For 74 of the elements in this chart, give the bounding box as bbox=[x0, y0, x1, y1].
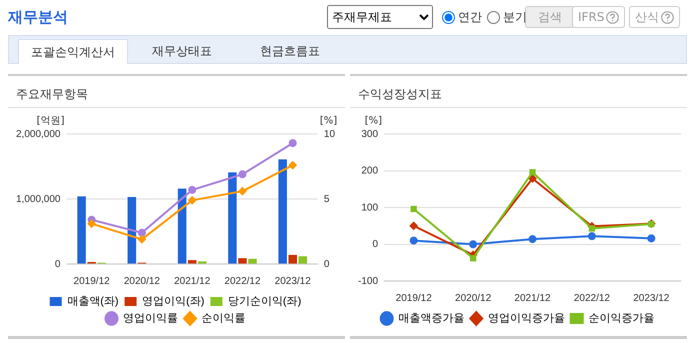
point bbox=[188, 196, 196, 204]
point bbox=[288, 161, 297, 170]
text: 현금흐름표 bbox=[259, 42, 321, 60]
x-tick-label: 2023/12 bbox=[274, 276, 312, 287]
y-tick-label: 0 bbox=[54, 258, 61, 270]
y-tick-label: 2,000,000 bbox=[16, 128, 61, 140]
x-tick-label: 2020/12 bbox=[124, 276, 160, 287]
text: 재무분석 bbox=[8, 8, 68, 27]
bar bbox=[248, 258, 257, 264]
point bbox=[469, 240, 478, 248]
chart-title: 주요재무항목 bbox=[16, 86, 88, 103]
point bbox=[588, 225, 596, 232]
y-tick-label: 0 bbox=[372, 239, 378, 250]
point bbox=[238, 170, 246, 178]
point bbox=[528, 235, 537, 244]
x-tick-label: 2021/12 bbox=[514, 292, 552, 304]
text: 분기 bbox=[502, 9, 527, 26]
legend-label: 당기순이익(좌) bbox=[228, 296, 302, 308]
point bbox=[188, 186, 196, 194]
point bbox=[410, 236, 418, 245]
x-tick-label: 2022/12 bbox=[574, 292, 610, 304]
bar bbox=[77, 196, 86, 264]
text: 재무상태표 bbox=[151, 42, 213, 60]
point bbox=[138, 228, 146, 237]
text: 연간 bbox=[457, 9, 482, 26]
y2-axis-title: [%] bbox=[320, 116, 338, 127]
y-tick-label: 200 bbox=[361, 166, 378, 176]
point bbox=[528, 174, 537, 182]
bar bbox=[278, 159, 287, 264]
x-tick-label: 2023/12 bbox=[633, 292, 670, 304]
legend-label: 매출액증가율 bbox=[398, 312, 464, 325]
y-tick-label: 300 bbox=[361, 128, 378, 140]
point bbox=[410, 222, 418, 230]
legend-label: 영업이익증가율 bbox=[488, 312, 565, 325]
bar bbox=[228, 172, 237, 264]
statement-select: 주재무제표 bbox=[327, 5, 433, 29]
y-tick-label: 1,000,000 bbox=[16, 194, 61, 205]
y2-tick-label: 10 bbox=[324, 128, 336, 140]
point bbox=[88, 220, 96, 228]
text: IFRS bbox=[572, 6, 626, 28]
bar bbox=[288, 254, 298, 264]
legend-label: 순이익률 bbox=[202, 312, 246, 325]
x-tick-label: 2019/12 bbox=[396, 292, 432, 304]
bar bbox=[128, 197, 136, 264]
y-axis-title: [%] bbox=[364, 116, 382, 127]
point bbox=[529, 169, 536, 176]
x-tick-label: 2022/12 bbox=[224, 276, 261, 287]
y-tick-label: -100 bbox=[358, 276, 378, 287]
y-axis-title: [억원] bbox=[36, 116, 65, 127]
legend-label: 매출액(좌) bbox=[67, 296, 119, 308]
point bbox=[588, 232, 596, 240]
legend-label: 순이익증가율 bbox=[588, 312, 654, 325]
y2-tick-label: 0 bbox=[324, 258, 330, 270]
x-tick-label: 2021/12 bbox=[174, 276, 211, 287]
legend-label: 영업이익률 bbox=[123, 312, 178, 325]
bar bbox=[298, 256, 308, 264]
chart-title: 수익성장성지표 bbox=[358, 86, 442, 103]
bar bbox=[178, 188, 186, 264]
point bbox=[238, 187, 246, 196]
bar bbox=[238, 258, 247, 264]
point bbox=[138, 235, 146, 244]
x-tick-label: 2020/12 bbox=[455, 292, 492, 304]
y2-tick-label: 5 bbox=[324, 194, 330, 205]
point bbox=[470, 255, 476, 262]
text: 포괄손익계산서 bbox=[18, 39, 128, 64]
text: 검색 bbox=[538, 10, 562, 24]
bar bbox=[188, 260, 196, 264]
point bbox=[288, 139, 297, 148]
point bbox=[647, 234, 656, 242]
point bbox=[410, 206, 417, 212]
text: 산식 bbox=[629, 6, 680, 28]
x-tick-label: 2019/12 bbox=[74, 276, 110, 287]
legend-label: 영업이익(좌) bbox=[142, 296, 204, 308]
y-tick-label: 100 bbox=[361, 202, 378, 214]
